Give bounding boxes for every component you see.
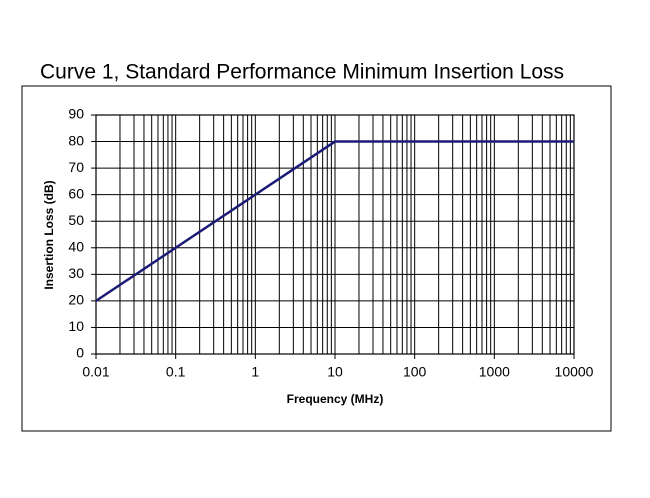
y-tick-label: 70 [68,159,84,175]
x-tick-label: 1 [251,364,259,380]
y-tick-label: 0 [76,345,84,361]
y-tick-label: 40 [68,238,84,254]
x-tick-label: 10000 [555,364,594,380]
x-tick-label: 10 [327,364,343,380]
y-tick-label: 80 [68,132,84,148]
x-tick-label: 1000 [479,364,510,380]
x-tick-label: 0.01 [82,364,109,380]
y-tick-label: 90 [68,106,84,122]
x-tick-label: 100 [403,364,427,380]
data-line [95,140,574,302]
chart-title: Curve 1, Standard Performance Minimum In… [40,61,564,84]
plot-border [95,114,575,355]
y-tick-label: 30 [68,265,84,281]
y-axis-label: Insertion Loss (dB) [42,180,56,289]
x-axis-label: Frequency (MHz) [287,392,384,406]
y-tick-label: 60 [68,185,84,201]
x-tick-label: 0.1 [166,364,186,380]
chart-frame [21,85,612,432]
y-tick-label: 20 [68,292,84,308]
y-tick-label: 10 [68,318,84,334]
y-tick-label: 50 [68,212,84,228]
